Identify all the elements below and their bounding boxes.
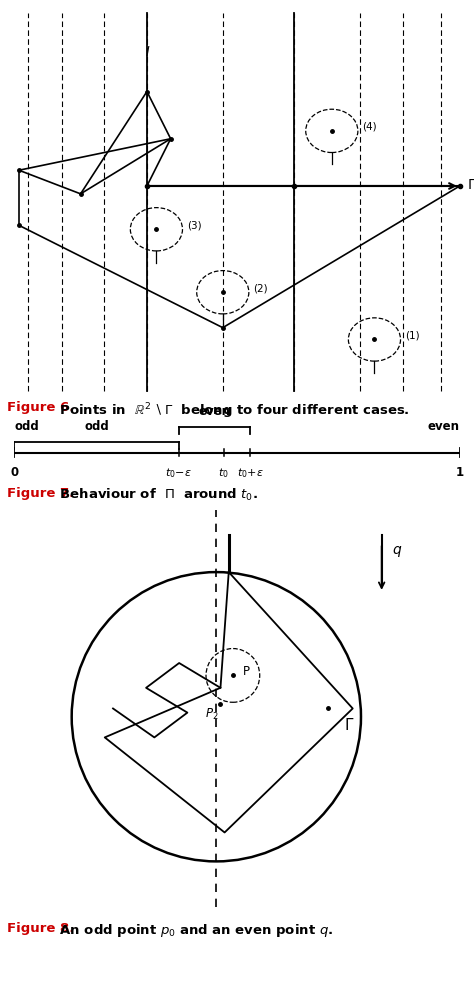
Text: P: P bbox=[243, 665, 250, 678]
Text: Points in  $\mathbb{R}^2 \setminus \Gamma$  belong to four different cases.: Points in $\mathbb{R}^2 \setminus \Gamma… bbox=[55, 401, 409, 421]
Text: Behaviour of  $\Pi$  around $t_0$.: Behaviour of $\Pi$ around $t_0$. bbox=[55, 487, 257, 503]
Text: q: q bbox=[392, 543, 401, 557]
Text: $t_0\!+\!\varepsilon$: $t_0\!+\!\varepsilon$ bbox=[237, 465, 264, 480]
Text: odd: odd bbox=[14, 420, 39, 433]
Text: $l$: $l$ bbox=[145, 45, 150, 59]
Text: Figure 8.: Figure 8. bbox=[7, 922, 74, 935]
Text: (2): (2) bbox=[254, 283, 268, 293]
Text: even: even bbox=[199, 405, 231, 418]
Text: 0: 0 bbox=[10, 465, 18, 479]
Text: Figure 7.: Figure 7. bbox=[7, 487, 74, 500]
Text: odd: odd bbox=[84, 420, 109, 433]
Text: 1: 1 bbox=[456, 465, 464, 479]
Text: $P_2$: $P_2$ bbox=[205, 707, 219, 721]
Text: $\Gamma$: $\Gamma$ bbox=[345, 717, 355, 733]
Text: An odd point $p_0$ and an even point $q$.: An odd point $p_0$ and an even point $q$… bbox=[55, 922, 333, 939]
Text: $t_0\!-\!\varepsilon$: $t_0\!-\!\varepsilon$ bbox=[165, 465, 193, 480]
Text: (3): (3) bbox=[187, 220, 202, 230]
Text: Figure 6.: Figure 6. bbox=[7, 401, 74, 414]
Text: $\Gamma_1$: $\Gamma_1$ bbox=[467, 178, 474, 194]
Text: (1): (1) bbox=[405, 331, 420, 340]
Text: (4): (4) bbox=[363, 122, 377, 132]
Text: even: even bbox=[428, 420, 460, 433]
Text: $t_0$: $t_0$ bbox=[218, 465, 229, 480]
